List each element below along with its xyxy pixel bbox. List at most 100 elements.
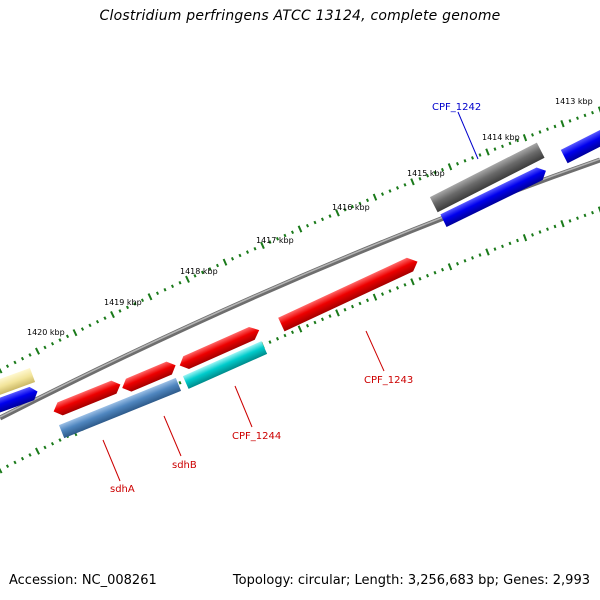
tick-mark [118, 309, 122, 313]
tick-mark [50, 441, 55, 446]
tick-mark [455, 262, 460, 266]
tick-mark [516, 238, 519, 243]
gene-cpf-1244-cyan-feature[interactable] [182, 341, 268, 389]
gene-label-cpf-1244[interactable]: CPF_1244 [232, 431, 281, 442]
gene-left-yellow-feature[interactable] [0, 367, 36, 398]
tick-mark [455, 162, 460, 166]
tick-mark [395, 286, 400, 290]
tick-mark [80, 327, 85, 331]
tick-mark [335, 309, 340, 317]
tick-mark [320, 317, 325, 322]
tick-mark [13, 360, 17, 365]
tick-label: 1414 kbp [482, 133, 520, 142]
genome-summary-text: Topology: circular; Length: 3,256,683 bp… [232, 573, 590, 588]
tick-mark [343, 307, 347, 312]
genome-backbone-highlight [0, 158, 600, 418]
tick-mark [215, 263, 220, 268]
tick-label: 1417 kbp [256, 236, 294, 245]
tick-mark [493, 147, 497, 151]
tick-mark [313, 320, 317, 325]
tick-mark [245, 250, 250, 254]
tick-mark [501, 244, 504, 249]
tick-mark [185, 275, 190, 283]
tick-mark [365, 198, 370, 203]
accession-text: Accession: NC_008261 [9, 573, 157, 588]
tick-mark [560, 120, 565, 128]
tick-mark [440, 267, 445, 272]
tick-mark [28, 353, 32, 357]
tick-mark [193, 274, 197, 278]
tick-mark [583, 113, 587, 118]
tick-mark [478, 253, 482, 257]
tick-mark [305, 223, 310, 228]
gene-sdhb-feature[interactable] [119, 359, 178, 395]
tick-mark [343, 207, 347, 212]
tick-mark [88, 323, 92, 328]
tick-mark [20, 456, 25, 461]
gene-label-sdhb[interactable]: sdhB [172, 460, 197, 471]
tick-mark [170, 284, 175, 289]
tick-label: 1418 kbp [180, 267, 218, 276]
tick-mark [591, 210, 594, 215]
gene-cpf-1242-feature[interactable] [429, 142, 545, 213]
gene-sdha-steel-feature[interactable] [58, 377, 182, 439]
tick-label: 1420 kbp [27, 328, 65, 337]
gene-label-cpf-1242[interactable]: CPF_1242 [432, 102, 481, 113]
tick-mark [28, 453, 32, 457]
tick-mark [133, 302, 137, 306]
tick-mark [531, 133, 534, 137]
tick-mark [140, 298, 145, 303]
tick-mark [440, 167, 445, 172]
gene-left-blue-feature[interactable] [0, 385, 40, 415]
tick-mark [418, 277, 422, 281]
tick-mark [485, 248, 490, 256]
tick-mark [471, 156, 474, 160]
gene-right-edge-feature[interactable] [560, 125, 600, 164]
tick-mark [335, 209, 340, 217]
tick-label: 1415 kbp [407, 169, 445, 178]
tick-mark [372, 293, 378, 301]
tick-mark [380, 192, 385, 196]
tick-mark [538, 130, 542, 134]
gene-cpf-1243-feature[interactable] [278, 254, 420, 332]
tick-mark [268, 240, 272, 244]
gene-label-sdha[interactable]: sdhA [110, 484, 135, 495]
tick-mark [95, 319, 100, 324]
gene-leader-line [234, 385, 253, 428]
tick-mark [110, 310, 115, 319]
tick-mark [230, 257, 235, 261]
gene-cpf-1244-feature[interactable] [177, 324, 262, 372]
tick-mark [43, 345, 47, 350]
tick-mark [447, 163, 453, 171]
tick-mark [576, 116, 579, 120]
gene-leader-line [163, 415, 182, 457]
tick-mark [493, 247, 497, 251]
gene-cpf-1242-blue-feature[interactable] [440, 164, 549, 227]
tick-mark [253, 246, 257, 251]
tick-mark [328, 214, 332, 218]
tick-mark [471, 256, 474, 260]
tick-mark [297, 225, 303, 233]
genome-backbone [0, 157, 600, 421]
tick-mark [433, 170, 437, 175]
tick-mark [320, 217, 325, 222]
gene-sdha-feature[interactable] [51, 378, 123, 418]
tick-mark [546, 127, 549, 131]
tick-mark [388, 289, 392, 293]
tick-mark [576, 216, 579, 220]
tick-mark [58, 338, 62, 342]
gene-label-cpf-1243[interactable]: CPF_1243 [364, 375, 413, 386]
tick-mark [238, 253, 242, 258]
tick-mark [125, 305, 130, 310]
tick-mark [350, 304, 355, 309]
tick-mark [13, 460, 17, 465]
tick-mark [568, 119, 572, 123]
tick-mark [522, 234, 528, 242]
tick-mark [538, 230, 542, 234]
tick-mark [178, 280, 182, 285]
tick-mark [43, 445, 47, 450]
tick-mark [0, 367, 3, 374]
tick-mark [5, 464, 10, 468]
tick-mark [268, 340, 272, 344]
